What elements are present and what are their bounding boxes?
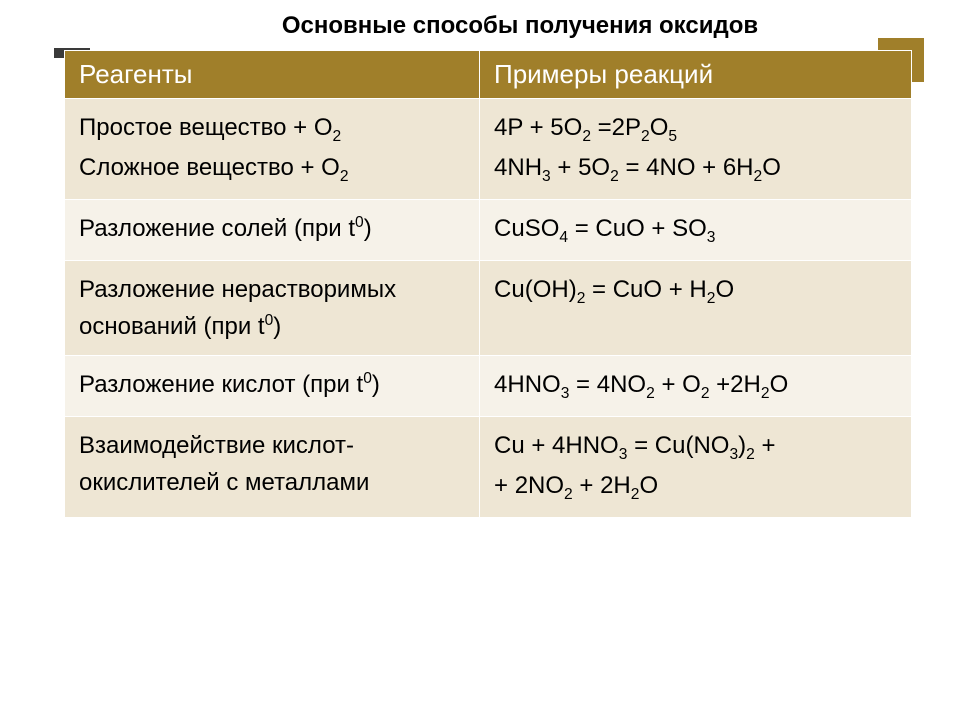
example-cell: Cu + 4HNO3 = Cu(NO3)2 ++ 2NO2 + 2H2O <box>480 417 912 518</box>
reagent-cell: Взаимодействие кислот-окислителей с мета… <box>65 417 480 518</box>
reagent-cell: Простое вещество + О2Сложное вещество + … <box>65 99 480 200</box>
page-title: Основные способы получения оксидов <box>0 12 960 40</box>
example-cell: Cu(OH)2 = CuO + H2O <box>480 260 912 355</box>
table-row: Взаимодействие кислот-окислителей с мета… <box>65 417 912 518</box>
oxides-table: Реагенты Примеры реакций Простое веществ… <box>64 50 912 518</box>
example-cell: 4P + 5O2 =2P2O54NH3 + 5O2 = 4NO + 6H2O <box>480 99 912 200</box>
example-cell: 4HNO3 = 4NO2 + O2 +2H2O <box>480 356 912 417</box>
table-row: Простое вещество + О2Сложное вещество + … <box>65 99 912 200</box>
reagent-cell: Разложение нерастворимых оснований (при … <box>65 260 480 355</box>
title-bar: Основные способы получения оксидов <box>0 0 960 48</box>
table-row: Разложение нерастворимых оснований (при … <box>65 260 912 355</box>
reagent-cell: Разложение кислот (при t0) <box>65 356 480 417</box>
header-examples: Примеры реакций <box>480 51 912 99</box>
example-cell: CuSO4 = CuO + SO3 <box>480 199 912 260</box>
table-body: Простое вещество + О2Сложное вещество + … <box>65 99 912 518</box>
reagent-cell: Разложение солей (при t0) <box>65 199 480 260</box>
table-row: Разложение солей (при t0)CuSO4 = CuO + S… <box>65 199 912 260</box>
table-header: Реагенты Примеры реакций <box>65 51 912 99</box>
header-reagents: Реагенты <box>65 51 480 99</box>
table-row: Разложение кислот (при t0)4HNO3 = 4NO2 +… <box>65 356 912 417</box>
